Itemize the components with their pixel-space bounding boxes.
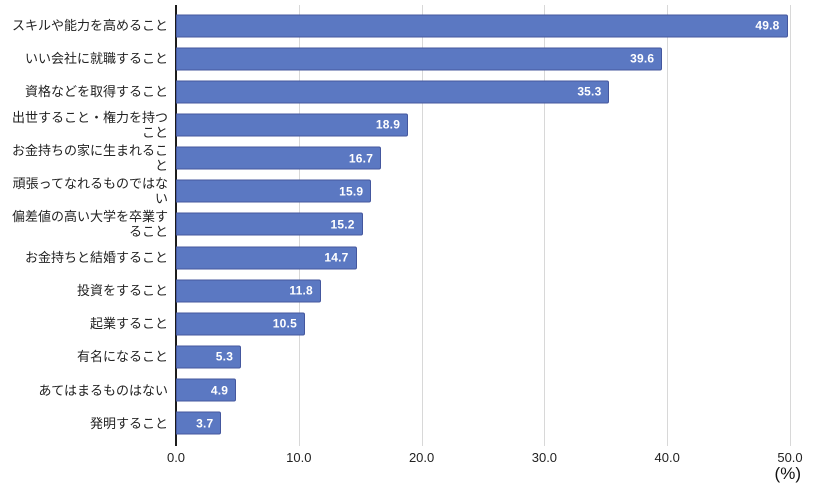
bar: 35.3: [176, 80, 610, 104]
bar-row: いい会社に就職すること 39.6: [0, 42, 790, 75]
bar-track: 15.2: [176, 208, 790, 241]
bar-track: 39.6: [176, 42, 790, 75]
bar-track: 3.7: [176, 407, 790, 440]
bar-row: 起業すること 10.5: [0, 307, 790, 340]
bar-track: 49.8: [176, 9, 790, 42]
bar: 15.2: [176, 212, 363, 236]
bar-value-label: 5.3: [215, 349, 234, 364]
bar-value-label: 3.7: [196, 416, 214, 431]
bar: 14.7: [176, 246, 357, 270]
bar: 11.8: [176, 279, 321, 303]
bar-value-label: 39.6: [630, 51, 655, 66]
bar-row: 出世すること・権力を持つ こと 18.9: [0, 108, 790, 141]
x-axis-labels: 0.0 10.0 20.0 30.0 40.0 50.0: [167, 450, 803, 466]
bar-value-label: 18.9: [375, 117, 401, 132]
bar-row: 偏差値の高い大学を卒業す ること 15.2: [0, 208, 790, 241]
bar-track: 16.7: [176, 142, 790, 175]
category-label: 資格などを取得すること: [24, 84, 168, 100]
bar-row: 頑張ってなれるものではな い 15.9: [0, 175, 790, 208]
bar-value-label: 11.8: [289, 283, 313, 298]
bar-track: 11.8: [176, 274, 790, 307]
category-label: 偏差値の高い大学を卒業す ること: [11, 209, 168, 240]
bar-value-label: 49.8: [755, 18, 780, 33]
chart-rows: スキルや能力を高めること 49.8 いい会社に就職すること 39.6 資格などを…: [0, 9, 790, 440]
bar: 10.5: [176, 312, 305, 336]
bar-value-label: 14.7: [324, 250, 349, 265]
bar-row: 有名になること 5.3: [0, 340, 790, 373]
axis-unit-label: (%): [774, 464, 801, 483]
x-tick-label: 50.0: [777, 450, 803, 465]
bar-value-label: 15.9: [339, 184, 364, 199]
bar-track: 4.9: [176, 374, 790, 407]
bar: 39.6: [176, 47, 663, 71]
bar: 49.8: [176, 14, 788, 38]
category-label: お金持ちの家に生まれるこ と: [11, 143, 168, 174]
category-label: 起業すること: [89, 316, 168, 332]
bar-track: 18.9: [176, 108, 790, 141]
category-label: 投資をすること: [76, 283, 168, 299]
x-tick-label: 20.0: [408, 450, 435, 465]
category-label: 有名になること: [76, 349, 168, 365]
bar-track: 5.3: [176, 340, 790, 373]
bar-value-label: 35.3: [577, 84, 602, 99]
bar: 5.3: [176, 345, 242, 369]
bar-track: 15.9: [176, 175, 790, 208]
bar-value-label: 16.7: [348, 151, 374, 166]
bar-row: 投資をすること 11.8: [0, 274, 790, 307]
bar-value-label: 10.5: [272, 316, 297, 331]
category-label: 頑張ってなれるものではな い: [12, 176, 168, 207]
category-label: 発明すること: [89, 415, 168, 431]
bar: 15.9: [176, 179, 372, 203]
x-tick-label: 40.0: [654, 450, 680, 465]
category-label: スキルや能力を高めること: [11, 18, 168, 34]
category-label: あてはまるものはない: [38, 382, 168, 398]
gridline: [544, 5, 546, 446]
bar: 3.7: [176, 411, 222, 435]
bar-value-label: 4.9: [210, 383, 229, 398]
category-label: お金持ちと結婚すること: [24, 250, 168, 266]
x-tick-label: 0.0: [166, 450, 186, 465]
category-label: いい会社に就職すること: [24, 51, 168, 67]
bar: 16.7: [176, 146, 382, 170]
bar-row: スキルや能力を高めること 49.8: [0, 9, 790, 42]
bar: 4.9: [176, 378, 237, 402]
bar-row: お金持ちと結婚すること 14.7: [0, 241, 790, 274]
bar-track: 14.7: [176, 241, 790, 274]
bar-track: 35.3: [176, 75, 790, 108]
bar-row: 資格などを取得すること 35.3: [0, 75, 790, 108]
bar-row: 発明すること 3.7: [0, 407, 790, 440]
gridline: [667, 5, 669, 446]
gridline: [790, 5, 791, 446]
gridline: [421, 5, 423, 446]
x-tick-label: 30.0: [531, 450, 558, 465]
x-tick-label: 10.0: [286, 450, 312, 465]
bar-track: 10.5: [176, 307, 790, 340]
bar: 18.9: [176, 113, 409, 137]
bar-row: お金持ちの家に生まれるこ と 16.7: [0, 142, 790, 175]
bar-row: あてはまるものはない 4.9: [0, 374, 790, 407]
category-label: 出世すること・権力を持つ こと: [11, 109, 168, 140]
bar-value-label: 15.2: [330, 217, 355, 232]
